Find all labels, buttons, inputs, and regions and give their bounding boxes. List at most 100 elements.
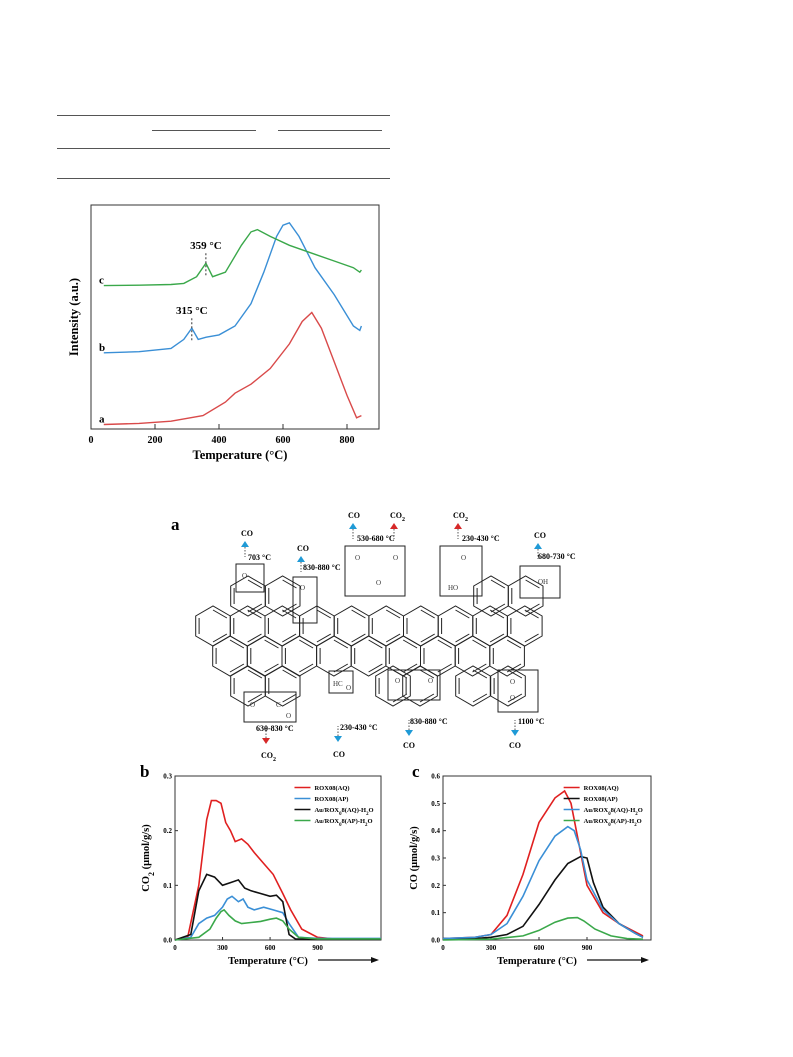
double-bond <box>264 663 279 673</box>
co-x-tick-label: 900 <box>582 944 593 952</box>
co2-series-line <box>174 873 381 941</box>
co2-x-tick-label: 900 <box>312 944 323 952</box>
atom-label: O <box>355 554 360 562</box>
evolved-gas-label: CO2 <box>453 511 468 523</box>
double-bond <box>392 669 408 679</box>
double-bond <box>333 639 349 649</box>
benzene-ring <box>490 665 526 707</box>
release-arrow-icon <box>405 730 413 736</box>
double-bond <box>282 693 297 703</box>
double-bond <box>299 639 314 649</box>
atom-label: O <box>376 579 381 587</box>
table-bottom-rule <box>57 178 390 179</box>
double-bond <box>472 639 487 649</box>
atom-label: HO <box>448 584 458 592</box>
double-bond <box>247 669 263 679</box>
co-y-tick-label: 0.6 <box>431 773 440 781</box>
co-series-line <box>443 855 644 940</box>
co2-arrow-head-icon <box>371 957 379 963</box>
release-arrow-icon <box>349 523 357 529</box>
benzene-ring <box>402 665 438 707</box>
release-temperature-label: 680-730 °C <box>538 552 576 561</box>
co2-series-line <box>174 895 381 941</box>
co-plot-frame <box>442 775 652 941</box>
double-bond <box>351 633 366 643</box>
double-bond <box>299 663 314 673</box>
functional-group-box <box>439 545 483 597</box>
functional-group-box <box>292 576 318 624</box>
co2-legend-entry: Au/ROX08(AP)-H2O <box>314 818 372 828</box>
atom-label: HC <box>333 680 343 688</box>
co2-x-tick-label: 300 <box>217 944 228 952</box>
co-y-tick-label: 0.0 <box>431 937 440 945</box>
double-bond <box>229 639 245 649</box>
table-group-rule-left <box>152 130 256 131</box>
double-bond <box>437 639 452 649</box>
co2-x-tick-label: 600 <box>265 944 276 952</box>
release-temperature-label: 230-430 °C <box>462 534 500 543</box>
release-temperature-label: 830-880 °C <box>303 563 341 572</box>
release-temperature-label: 830-880 °C <box>410 717 448 726</box>
release-arrow-icon <box>241 541 249 547</box>
evolved-gas-label: CO <box>348 511 360 520</box>
co-y-tick-label: 0.2 <box>431 882 440 890</box>
atom-label: O <box>286 712 291 720</box>
table-top-rule <box>57 115 390 116</box>
double-bond <box>368 663 383 673</box>
atom-label: O <box>300 584 305 592</box>
atom-label: OH <box>538 578 548 586</box>
atom-label: O <box>510 694 515 702</box>
functional-group-box <box>235 563 265 593</box>
release-temperature-label: 630-830 °C <box>256 724 294 733</box>
double-bond <box>419 669 435 679</box>
co2-y-tick-label: 0.2 <box>163 827 172 835</box>
double-bond <box>472 693 488 703</box>
co-x-tick-label: 300 <box>486 944 497 952</box>
release-arrow-icon <box>534 543 542 549</box>
co2-x-axis-label: Temperature (°C) <box>228 956 308 967</box>
double-bond <box>455 633 470 643</box>
double-bond <box>506 639 522 649</box>
functional-group-box <box>497 669 539 713</box>
co2-legend-entry: ROX08(AP) <box>314 796 348 803</box>
benzene-ring <box>375 665 411 707</box>
co-legend-entry: ROX08(AP) <box>584 796 618 803</box>
co-y-tick-label: 0.1 <box>431 909 440 917</box>
double-bond <box>489 609 505 619</box>
co2-panel-label: b <box>140 762 149 781</box>
double-bond <box>316 609 332 619</box>
double-bond <box>247 609 262 619</box>
co-y-axis-label: CO (µmol/g/s) <box>409 826 420 890</box>
double-bond <box>282 603 297 613</box>
release-arrow-icon <box>390 523 398 529</box>
double-bond <box>402 663 418 673</box>
evolved-gas-label: CO <box>333 750 345 759</box>
co-y-tick-label: 0.5 <box>431 800 440 808</box>
double-bond <box>419 693 435 703</box>
co2-y-tick-label: 0.3 <box>163 773 172 781</box>
double-bond <box>247 603 263 613</box>
co2-legend-entry: ROX08(AQ) <box>314 785 349 792</box>
co-x-axis-label: Temperature (°C) <box>497 956 577 967</box>
co-y-tick-label: 0.3 <box>431 855 440 863</box>
atom-label: O <box>428 677 433 685</box>
double-bond <box>212 633 228 643</box>
co2-y-tick-label: 0.0 <box>163 937 172 945</box>
double-bond <box>490 579 506 589</box>
co2-y-axis-label: CO2 (µmol/g/s) <box>141 824 156 892</box>
atom-label: O <box>395 677 400 685</box>
atom-label: O <box>242 572 247 580</box>
co-series-line <box>442 916 644 941</box>
evolved-gas-label: CO <box>297 544 309 553</box>
functional-group-box <box>243 691 297 723</box>
double-bond <box>247 633 262 643</box>
co2-x-tick-label: 0 <box>173 944 177 952</box>
double-bond <box>472 669 488 679</box>
benzene-ring <box>507 575 544 617</box>
atom-label: O <box>250 701 255 709</box>
co-x-tick-label: 600 <box>534 944 545 952</box>
release-arrow-icon <box>262 738 270 744</box>
co2-y-tick-label: 0.1 <box>163 882 172 890</box>
double-bond <box>507 669 523 679</box>
